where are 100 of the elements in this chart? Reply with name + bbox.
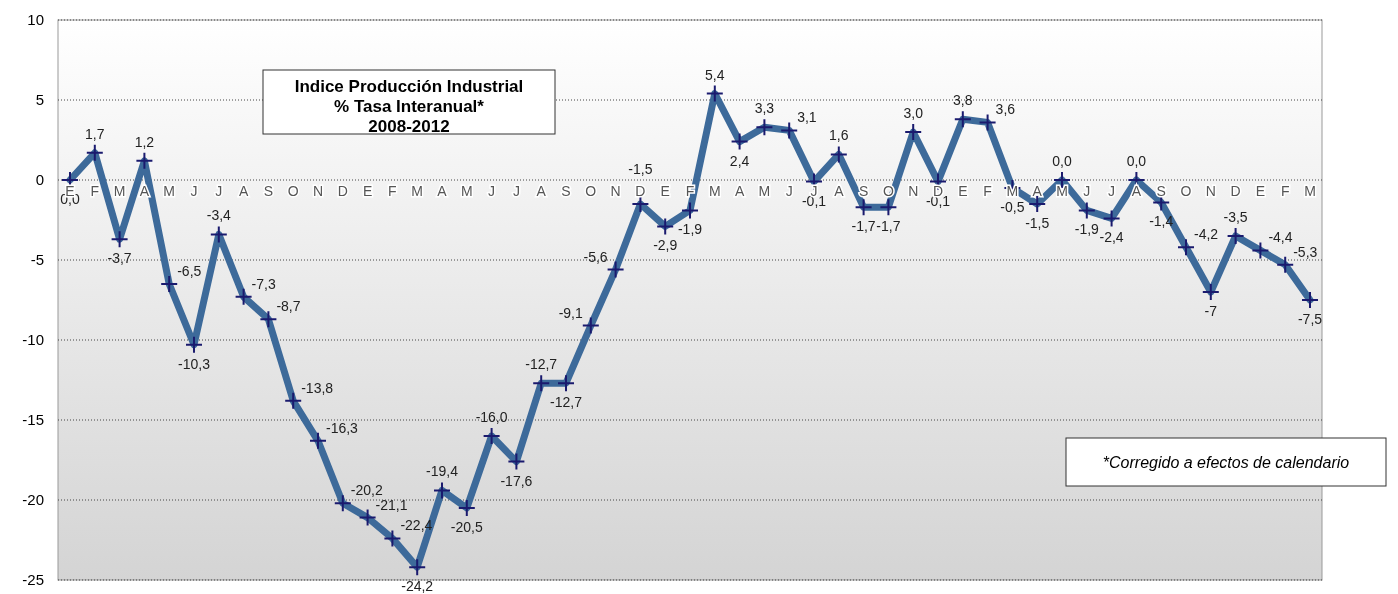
x-tick-label: F xyxy=(388,183,397,199)
x-tick-label: J xyxy=(190,183,198,199)
x-tick-label: M xyxy=(1304,183,1316,199)
x-tick-label: N xyxy=(312,183,324,199)
data-label: -6,5 xyxy=(177,263,202,279)
annotation: *Corregido a efectos de calendario xyxy=(1102,454,1350,471)
x-tick-label: O xyxy=(1180,183,1192,199)
data-label: -1,9 xyxy=(1074,221,1100,238)
x-tick-label: M xyxy=(1056,183,1068,199)
data-label: -1,7 xyxy=(876,218,901,235)
x-tick-label: J xyxy=(488,183,496,199)
x-tick-label: S xyxy=(1156,183,1166,199)
x-tick-label: D xyxy=(337,183,348,199)
data-label: -1,7 xyxy=(851,218,876,235)
x-tick-label: D xyxy=(1230,183,1241,199)
x-tick-label: E xyxy=(1255,183,1266,199)
data-label: 5,4 xyxy=(705,66,725,83)
data-label: -19,4 xyxy=(426,463,459,480)
x-tick-label: M xyxy=(113,183,126,199)
x-tick-label: A xyxy=(734,183,745,199)
x-tick-label: A xyxy=(1131,183,1142,199)
data-label: 0,0 xyxy=(1052,153,1072,169)
data-label: -7 xyxy=(1204,303,1218,319)
y-tick-label: 0 xyxy=(35,171,44,188)
x-tick-label: F xyxy=(1280,183,1290,199)
y-tick-label: 5 xyxy=(35,91,44,108)
y-tick-label: 10 xyxy=(27,11,44,28)
data-label: -0,5 xyxy=(1000,199,1025,215)
x-tick-label: S xyxy=(858,183,869,199)
data-label: -4,2 xyxy=(1194,226,1219,243)
x-tick-label: A xyxy=(834,183,845,199)
data-label: 2,4 xyxy=(729,152,750,169)
data-label: 3,8 xyxy=(953,92,973,109)
y-tick-label: -25 xyxy=(22,571,44,588)
x-tick-label: N xyxy=(1205,183,1216,199)
x-tick-label: A xyxy=(536,183,547,199)
data-label: 1,6 xyxy=(829,127,849,144)
x-tick-label: J xyxy=(785,183,793,199)
x-tick-label: F xyxy=(90,183,100,199)
data-label: -13,8 xyxy=(301,379,334,396)
data-label: 0,0 xyxy=(1126,153,1147,169)
data-label: -20,5 xyxy=(450,519,483,535)
y-tick-label: -5 xyxy=(30,251,44,268)
data-label: 3,1 xyxy=(797,109,817,126)
x-tick-label: A xyxy=(1032,183,1043,199)
x-tick-label: J xyxy=(512,183,520,199)
x-tick-label: F xyxy=(685,183,695,199)
data-label: -16,3 xyxy=(326,419,359,436)
note-box: *Corregido a efectos de calendario xyxy=(1065,437,1387,487)
data-label: 1,7 xyxy=(85,125,105,142)
data-label: -9,1 xyxy=(558,304,584,321)
x-tick-label: M xyxy=(411,183,424,199)
data-label: -7,5 xyxy=(1297,311,1323,327)
x-tick-label: S xyxy=(263,183,274,199)
data-label: 1,2 xyxy=(134,133,155,150)
data-label: -24,2 xyxy=(401,578,434,594)
data-label: -1,9 xyxy=(677,221,703,238)
data-label: 3,6 xyxy=(995,101,1016,118)
data-label: -4,4 xyxy=(1268,229,1293,246)
x-tick-label: E xyxy=(362,183,373,199)
data-label: 3,3 xyxy=(754,100,775,117)
x-tick-label: M xyxy=(163,183,176,199)
data-label: -5,3 xyxy=(1293,243,1318,260)
y-tick-label: -10 xyxy=(22,331,44,348)
data-label: -16,0 xyxy=(475,409,508,425)
x-tick-label: S xyxy=(561,183,571,199)
x-tick-label: J xyxy=(1083,183,1091,199)
data-label: -2,9 xyxy=(653,237,678,254)
data-label: -5,6 xyxy=(583,248,608,265)
x-tick-label: M xyxy=(708,183,721,199)
x-tick-label: E xyxy=(958,183,968,199)
data-label: -12,7 xyxy=(525,356,558,373)
data-label: -8,7 xyxy=(276,298,301,315)
x-tick-label: O xyxy=(287,183,299,199)
data-label: -2,4 xyxy=(1099,229,1124,246)
data-label: -1,5 xyxy=(628,161,653,177)
data-label: -3,5 xyxy=(1223,209,1248,225)
x-tick-label: N xyxy=(610,183,621,199)
x-tick-label: O xyxy=(585,183,597,199)
x-tick-label: A xyxy=(437,183,448,199)
y-tick-label: -20 xyxy=(22,491,44,508)
x-tick-label: F xyxy=(983,183,992,199)
x-tick-label: M xyxy=(460,183,473,199)
y-tick-label: -15 xyxy=(22,411,44,428)
x-tick-label: N xyxy=(908,183,919,199)
data-label: -1,5 xyxy=(1025,215,1050,231)
data-label: 3,0 xyxy=(903,105,924,121)
x-tick-label: D xyxy=(635,183,646,199)
data-label: -20,2 xyxy=(350,482,383,499)
data-label: -3,4 xyxy=(206,207,232,224)
data-label: -3,7 xyxy=(107,250,132,267)
x-tick-label: E xyxy=(660,183,670,199)
x-tick-label: J xyxy=(1108,183,1116,199)
x-tick-label: M xyxy=(1006,183,1019,199)
title-box: Indice Producción Industrial % Tasa Interanual* 2008-2012 xyxy=(262,69,556,136)
data-label: -17,6 xyxy=(500,472,533,489)
data-label: -10,3 xyxy=(178,355,211,372)
data-label: -7,3 xyxy=(251,275,276,292)
data-label: -12,7 xyxy=(550,394,583,411)
x-tick-label: J xyxy=(215,183,223,199)
